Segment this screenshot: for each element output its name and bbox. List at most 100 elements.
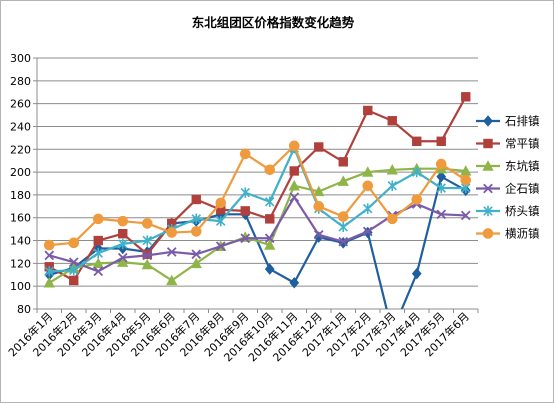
legend-label: 横沥镇 [505,227,540,241]
data-point-stroke [191,249,202,260]
data-point-stroke [289,192,300,203]
data-point [338,221,349,233]
y-tick-label: 120 [10,257,31,270]
data-point [482,228,494,239]
data-point [68,237,80,249]
data-point [240,187,251,198]
data-point [264,233,275,244]
data-point [289,276,300,289]
data-point-stroke [240,233,251,244]
data-point [239,148,251,160]
y-tick-label: 200 [10,166,31,179]
series-line [49,147,466,273]
data-point [482,160,494,171]
data-point-stroke [460,210,471,221]
data-point [337,211,349,222]
data-point-stroke [483,183,493,194]
y-tick-label: 280 [10,75,31,88]
data-point [460,174,472,186]
y-tick-label: 160 [10,212,31,225]
y-tick-label: 300 [10,52,31,65]
series-star [44,142,471,277]
data-point [314,142,324,152]
legend-item: 石排镇 [476,114,540,128]
data-point [93,247,104,259]
data-point [117,215,129,227]
data-point-stroke [166,247,177,257]
legend-item: 东坑镇 [476,159,540,173]
data-point [166,227,178,238]
data-point [191,213,202,225]
y-tick-label: 240 [10,120,31,133]
data-point [117,238,128,250]
data-point [386,213,398,225]
data-point [264,196,275,207]
data-point [240,206,250,216]
series-line [48,167,466,284]
y-tick-label: 260 [10,98,31,111]
data-point-stroke [117,252,128,263]
data-point [264,164,276,176]
x-tick-labels: 2016年1月2016年2月2016年3月2016年4月2016年5月2016年… [5,309,472,364]
series-line [48,96,467,282]
data-point-stroke [362,226,373,237]
data-point [313,185,325,197]
data-point [166,274,178,286]
legend-item: 常平镇 [476,137,540,151]
y-tick-label: 100 [10,280,31,293]
data-point [215,241,226,252]
data-point [68,265,79,276]
series-diamond [44,170,471,309]
data-point [313,230,324,240]
data-point [483,205,493,217]
data-point [240,233,251,244]
data-point [387,180,398,191]
data-point [483,183,493,194]
data-point-stroke [93,266,104,277]
legend-item: 横沥镇 [476,227,540,241]
data-point [362,166,374,177]
data-point [191,194,201,205]
series-square [44,92,471,286]
data-point [190,226,202,237]
legend-label: 石排镇 [505,114,540,128]
series-lines [43,92,472,309]
data-point-stroke [436,209,447,220]
data-point [141,258,153,270]
data-point [44,266,55,277]
data-point [117,256,129,267]
data-point [288,179,300,191]
data-point [118,229,128,239]
data-point [338,157,348,167]
data-point-stroke [142,250,153,261]
data-point [362,203,373,214]
data-point [436,170,447,183]
data-point-stroke [313,230,324,240]
data-point-stroke [68,257,79,268]
data-point [142,250,153,261]
legend-label: 东坑镇 [505,159,540,173]
data-point [313,201,325,212]
series-triangle [43,162,472,288]
gridlines [37,57,478,310]
data-point [44,250,55,261]
data-point [411,166,422,178]
data-point [483,115,493,127]
data-point [215,197,227,209]
data-point-stroke [264,233,275,244]
chart-title: 东北组团区价格指数变化趋势 [192,15,355,30]
data-point [141,218,153,229]
data-point [436,209,447,220]
data-point [43,276,55,288]
legend-item: 企石镇 [476,182,540,196]
y-tick-labels: 80 100 120 140 160 180 200 220 240 260 280 300 [10,52,31,316]
data-point [362,226,373,237]
data-point [68,257,79,268]
y-tick-label: 140 [10,235,31,248]
legend-label: 企石镇 [505,182,540,196]
y-tick-label: 220 [10,143,31,156]
y-tick-label: 180 [10,189,31,202]
data-point [363,105,373,116]
series-line [48,196,466,273]
